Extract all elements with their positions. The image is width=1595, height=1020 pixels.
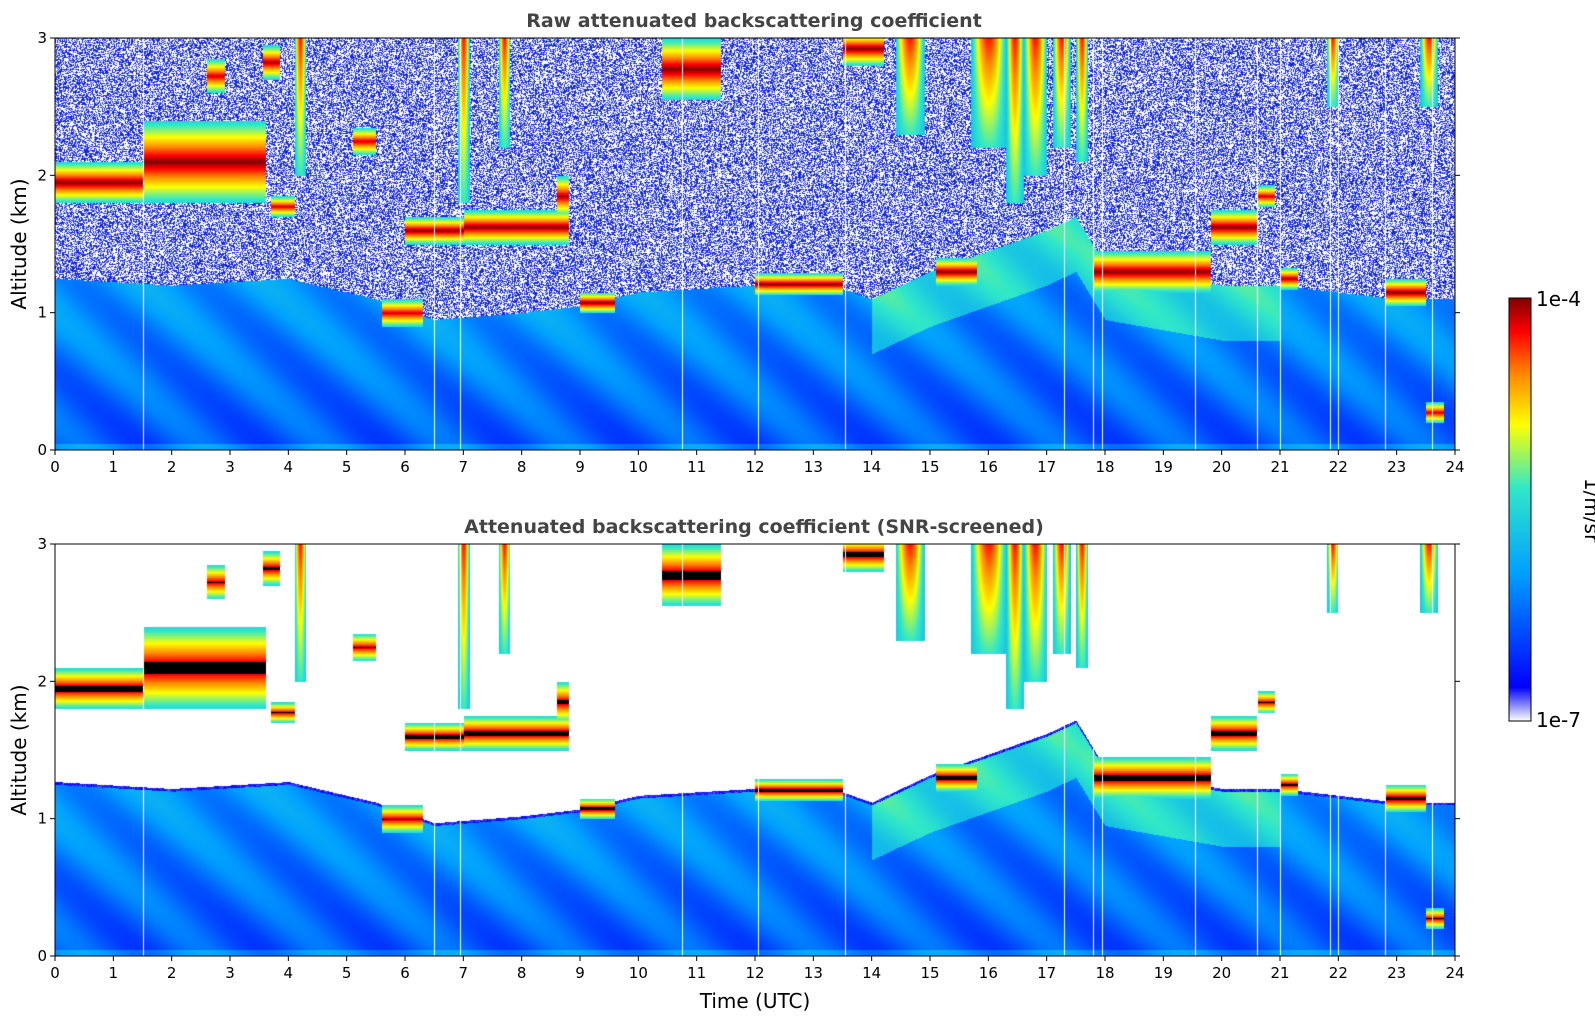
x-tick-label: 23	[1387, 964, 1406, 982]
x-tick-label: 20	[1212, 458, 1231, 476]
x-tick-label: 4	[284, 458, 294, 476]
x-tick-label: 1	[109, 964, 119, 982]
panel-screened-y-axis: 0 1 2 3	[37, 535, 1460, 965]
x-tick-label: 19	[1154, 458, 1173, 476]
x-tick-label: 5	[342, 964, 352, 982]
y-tick-label: 2	[37, 166, 47, 184]
x-tick-label: 12	[745, 458, 764, 476]
y-tick-label: 3	[37, 535, 47, 553]
x-tick-label: 18	[1095, 458, 1114, 476]
x-tick-label: 3	[225, 458, 235, 476]
x-tick-label: 24	[1445, 964, 1464, 982]
panel-raw-y-label: Altitude (km)	[7, 178, 31, 309]
colorbar: 1e-4 1e-7 1/m/sr	[1508, 287, 1595, 732]
panel-screened-y-label: Altitude (km)	[7, 684, 31, 815]
x-tick-label: 15	[920, 458, 939, 476]
x-tick-label: 22	[1329, 458, 1348, 476]
x-tick-label: 23	[1387, 458, 1406, 476]
x-tick-label: 14	[862, 458, 881, 476]
x-tick-label: 11	[687, 964, 706, 982]
y-tick-label: 0	[37, 947, 47, 965]
panel-screened-title: Attenuated backscattering coefficient (S…	[464, 516, 1044, 538]
x-tick-label: 16	[979, 458, 998, 476]
x-tick-label: 10	[629, 964, 648, 982]
panel-screened-heatmap	[55, 544, 1455, 956]
x-tick-label: 8	[517, 964, 527, 982]
x-tick-label: 20	[1212, 964, 1231, 982]
x-tick-label: 18	[1095, 964, 1114, 982]
x-tick-label: 9	[575, 964, 585, 982]
y-tick-label: 2	[37, 672, 47, 690]
x-tick-label: 14	[862, 964, 881, 982]
x-tick-label: 1	[109, 458, 119, 476]
x-tick-label: 17	[1037, 458, 1056, 476]
x-tick-label: 11	[687, 458, 706, 476]
panel-raw-x-axis: 0 1 2 3 4 5 6 7 8 9 10 11 12 13 14 15 16 17 18 19 20 21 22 23 24	[50, 450, 1465, 476]
x-tick-label: 16	[979, 964, 998, 982]
y-tick-label: 3	[37, 29, 47, 47]
x-tick-label: 6	[400, 964, 410, 982]
x-tick-label: 0	[50, 458, 60, 476]
colorbar-max-label: 1e-4	[1536, 287, 1581, 311]
colorbar-unit-label: 1/m/sr	[1580, 478, 1595, 543]
panel-raw: Raw attenuated backscattering coefficien…	[7, 10, 1465, 476]
panel-raw-y-axis: 0 1 2 3	[37, 29, 1460, 459]
x-tick-label: 9	[575, 458, 585, 476]
x-tick-label: 13	[804, 458, 823, 476]
x-tick-label: 17	[1037, 964, 1056, 982]
x-tick-label: 4	[284, 964, 294, 982]
x-tick-label: 0	[50, 964, 60, 982]
x-tick-label: 24	[1445, 458, 1464, 476]
y-tick-label: 1	[37, 810, 47, 828]
y-tick-label: 0	[37, 441, 47, 459]
x-tick-label: 12	[745, 964, 764, 982]
x-tick-label: 7	[459, 964, 469, 982]
x-tick-label: 19	[1154, 964, 1173, 982]
x-tick-label: 5	[342, 458, 352, 476]
x-tick-label: 8	[517, 458, 527, 476]
panel-screened: Attenuated backscattering coefficient (S…	[7, 516, 1465, 1013]
x-tick-label: 21	[1270, 458, 1289, 476]
panel-raw-heatmap	[55, 38, 1455, 450]
x-tick-label: 6	[400, 458, 410, 476]
x-tick-label: 21	[1270, 964, 1289, 982]
x-tick-label: 7	[459, 458, 469, 476]
x-tick-label: 3	[225, 964, 235, 982]
x-tick-label: 2	[167, 964, 177, 982]
x-tick-label: 10	[629, 458, 648, 476]
x-tick-label: 22	[1329, 964, 1348, 982]
panel-screened-x-axis: 0 1 2 3 4 5 6 7 8 9 10 11 12 13 14 15 16 17 18 19 20 21 22 23 24	[50, 956, 1465, 982]
x-tick-label: 2	[167, 458, 177, 476]
panel-raw-title: Raw attenuated backscattering coefficien…	[526, 10, 982, 32]
colorbar-min-label: 1e-7	[1536, 708, 1581, 732]
x-tick-label: 13	[804, 964, 823, 982]
x-tick-label: 15	[920, 964, 939, 982]
colorbar-gradient	[1508, 297, 1532, 722]
x-axis-label: Time (UTC)	[699, 989, 811, 1013]
y-tick-label: 1	[37, 304, 47, 322]
